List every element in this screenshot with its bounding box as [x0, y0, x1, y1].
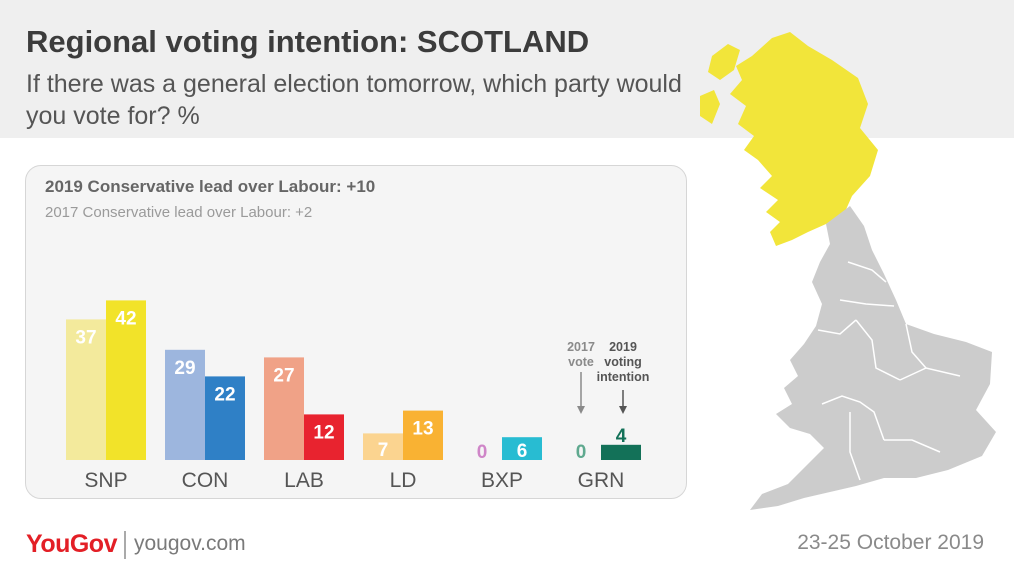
annotation-2019-line-3: intention: [597, 370, 650, 384]
page-subtitle: If there was a general election tomorrow…: [26, 70, 682, 130]
annotation-arrowhead-2017: [577, 406, 585, 414]
map-scotland-isle-2: [700, 90, 720, 124]
bar-2019-snp: [106, 300, 146, 460]
annotation-arrowhead-2019: [619, 406, 627, 414]
yougov-logo: YouGov: [26, 530, 117, 558]
annotation-2017-line-2: vote: [568, 355, 594, 369]
footer-divider: [124, 531, 126, 559]
map-scotland-isle-1: [708, 44, 740, 80]
map-scotland: [730, 32, 878, 246]
annotation-2017-line-1: 2017: [567, 340, 595, 354]
value-label-2019-grn: 4: [616, 426, 627, 447]
value-label-2019-snp: 42: [115, 308, 136, 329]
footer-url[interactable]: yougov.com: [134, 532, 246, 555]
category-label-ld: LD: [390, 469, 417, 492]
bar-2019-ld: [403, 410, 443, 460]
value-label-2017-bxp: 0: [477, 442, 488, 463]
bar-2017-lab: [264, 357, 304, 460]
value-label-2019-lab: 12: [313, 422, 334, 443]
fieldwork-date: 23-25 October 2019: [797, 531, 984, 554]
page-title: Regional voting intention: SCOTLAND: [26, 24, 590, 59]
value-label-2019-bxp: 6: [517, 441, 528, 462]
category-label-grn: GRN: [578, 469, 625, 492]
value-label-2017-grn: 0: [576, 442, 587, 463]
bar-2019-bxp: [502, 437, 542, 460]
bar-2019-lab: [304, 414, 344, 460]
bar-2017-con: [165, 349, 205, 460]
annotation-2019-line-2: voting: [604, 355, 642, 369]
lead-2017: 2017 Conservative lead over Labour: +2: [45, 204, 313, 221]
lead-2019: 2019 Conservative lead over Labour: +10: [45, 177, 376, 196]
category-label-con: CON: [182, 469, 229, 492]
category-label-bxp: BXP: [481, 469, 523, 492]
value-label-2017-con: 29: [174, 358, 195, 379]
value-label-2017-lab: 27: [273, 365, 294, 386]
value-label-2019-ld: 13: [412, 419, 433, 440]
category-label-lab: LAB: [284, 469, 324, 492]
map-england-wales: [750, 206, 996, 510]
bar-2017-snp: [66, 319, 106, 460]
bar-2017-ld: [363, 433, 403, 460]
value-label-2017-ld: 7: [378, 440, 389, 461]
value-label-2017-snp: 37: [75, 327, 96, 348]
map-region-borders: [817, 261, 961, 481]
annotation-2019-line-1: 2019: [609, 340, 637, 354]
bar-2019-grn: [601, 444, 641, 460]
category-label-snp: SNP: [84, 469, 127, 492]
uk-map: [700, 32, 996, 510]
bar-2019-con: [205, 376, 245, 460]
value-label-2019-con: 22: [214, 384, 235, 405]
